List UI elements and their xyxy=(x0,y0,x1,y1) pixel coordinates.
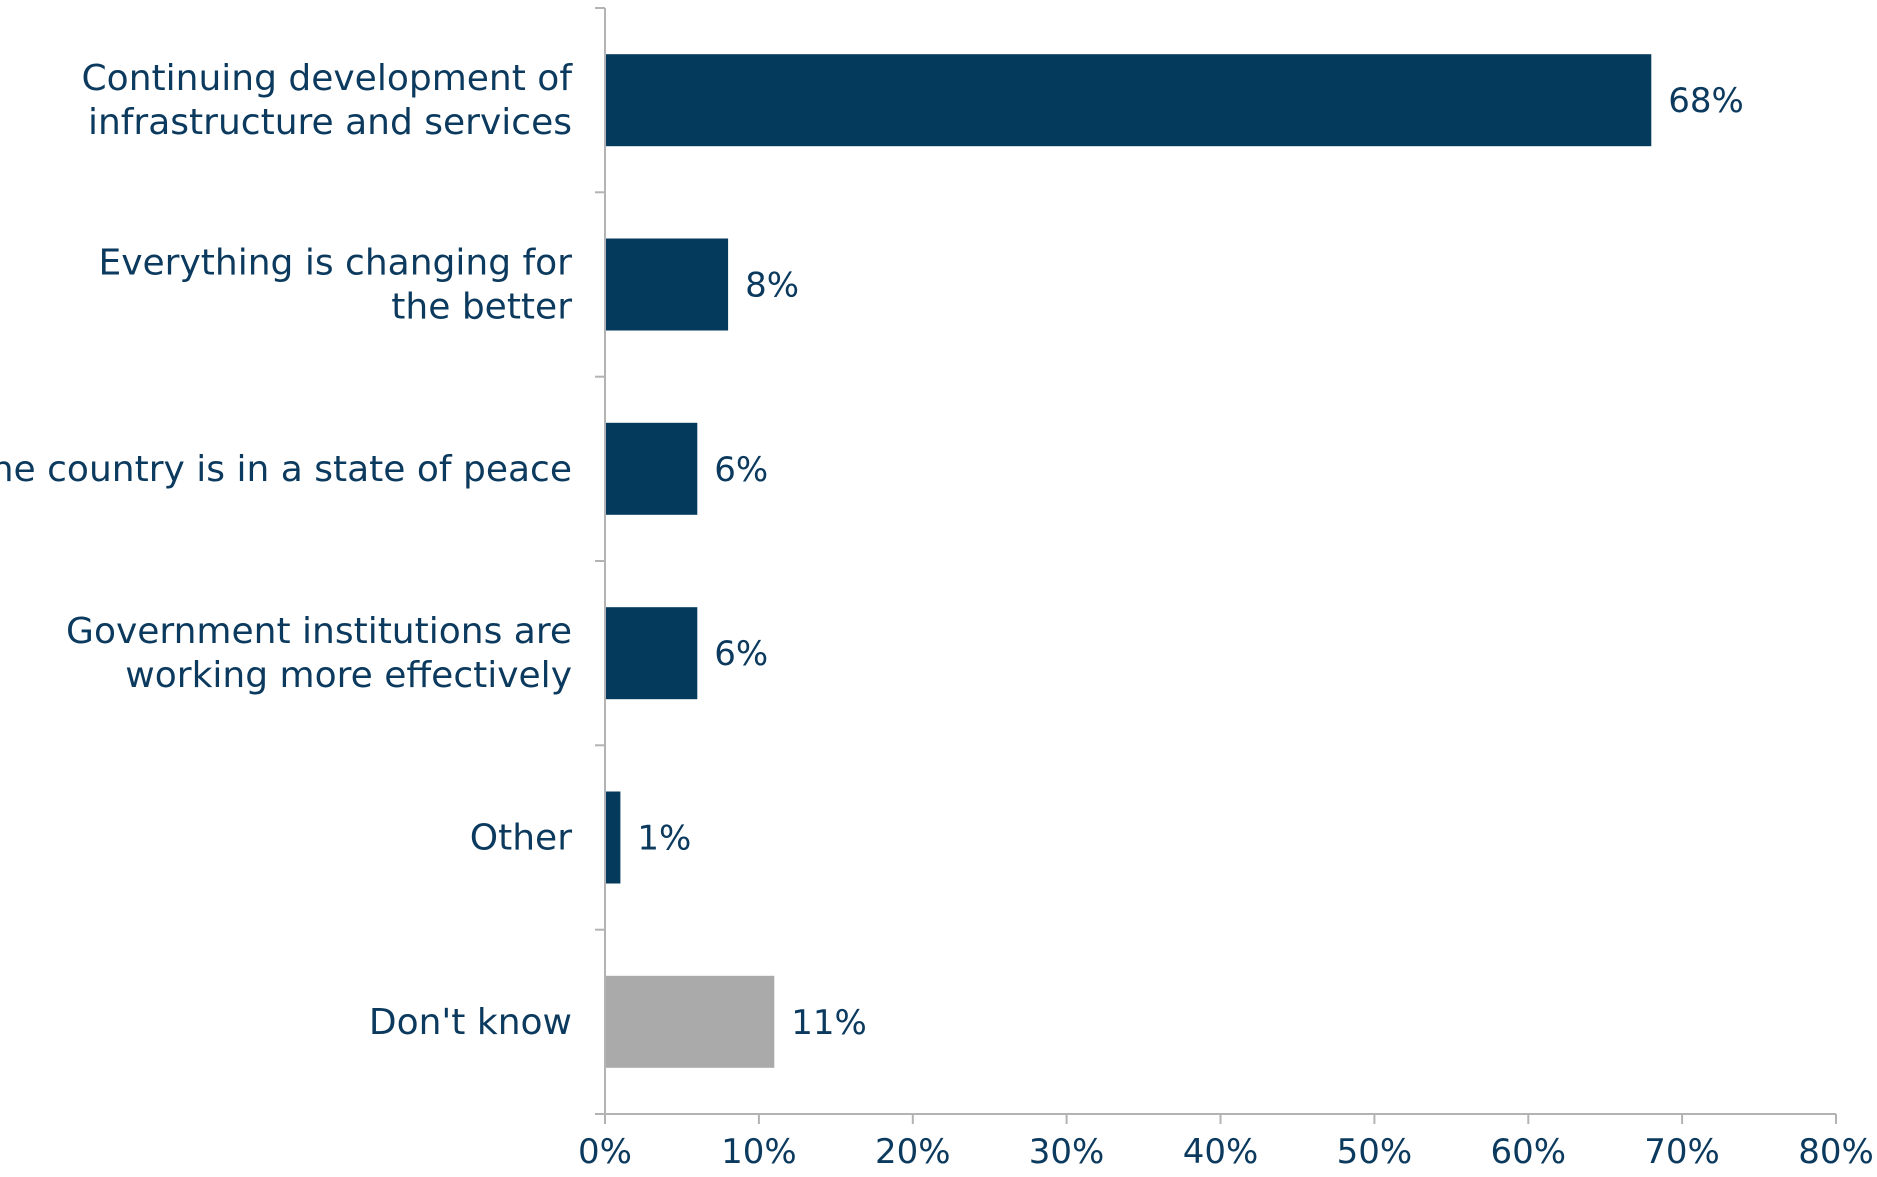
x-tick-label: 20% xyxy=(875,1132,951,1172)
x-tick-label: 70% xyxy=(1644,1132,1720,1172)
value-label: 68% xyxy=(1668,81,1744,121)
bar xyxy=(605,54,1652,147)
category-label-line: Other xyxy=(470,818,572,859)
bars-group xyxy=(605,54,1652,1068)
category-labels-group: Continuing development of infrastructure … xyxy=(0,58,573,1043)
category-label-line: Government institutions are xyxy=(66,611,572,652)
category-label-line: Everything is changing for xyxy=(98,243,572,284)
x-tick-label: 10% xyxy=(721,1132,797,1172)
category-label-line: working more effectively xyxy=(125,655,572,696)
value-label: 6% xyxy=(714,450,768,490)
x-tick-label: 60% xyxy=(1491,1132,1567,1172)
category-label: Government institutions are working more … xyxy=(66,611,572,696)
bar xyxy=(605,422,698,515)
category-label: Other xyxy=(470,818,572,859)
category-label-line: the better xyxy=(391,287,572,328)
x-tick-label: 40% xyxy=(1183,1132,1259,1172)
value-label: 1% xyxy=(637,819,691,859)
category-label: The country is in a state of peace xyxy=(0,449,572,490)
bar xyxy=(605,975,775,1068)
value-labels-group: 68% 8% 6% 6% 1% 11% xyxy=(637,81,1743,1043)
category-label-line: Continuing development of xyxy=(82,58,574,99)
x-tick-label: 30% xyxy=(1029,1132,1105,1172)
category-label: Don't know xyxy=(369,1002,572,1043)
category-label-line: The country is in a state of peace xyxy=(0,449,572,490)
tick-labels-group: 0% 10% 20% 30% 40% 50% 60% 70% 80% xyxy=(578,1132,1874,1172)
category-label-line: infrastructure and services xyxy=(88,102,572,143)
value-label: 6% xyxy=(714,634,768,674)
bar xyxy=(605,791,621,884)
category-label-line: Don't know xyxy=(369,1002,572,1043)
axes-group xyxy=(595,7,1837,1124)
value-label: 11% xyxy=(791,1003,867,1043)
x-tick-label: 50% xyxy=(1337,1132,1413,1172)
bar xyxy=(605,238,729,331)
x-tick-label: 80% xyxy=(1798,1132,1874,1172)
bar xyxy=(605,607,698,700)
value-label: 8% xyxy=(745,266,799,306)
category-label: Continuing development of infrastructure … xyxy=(82,58,574,143)
x-tick-label: 0% xyxy=(578,1132,632,1172)
category-label: Everything is changing for the better xyxy=(98,243,572,328)
